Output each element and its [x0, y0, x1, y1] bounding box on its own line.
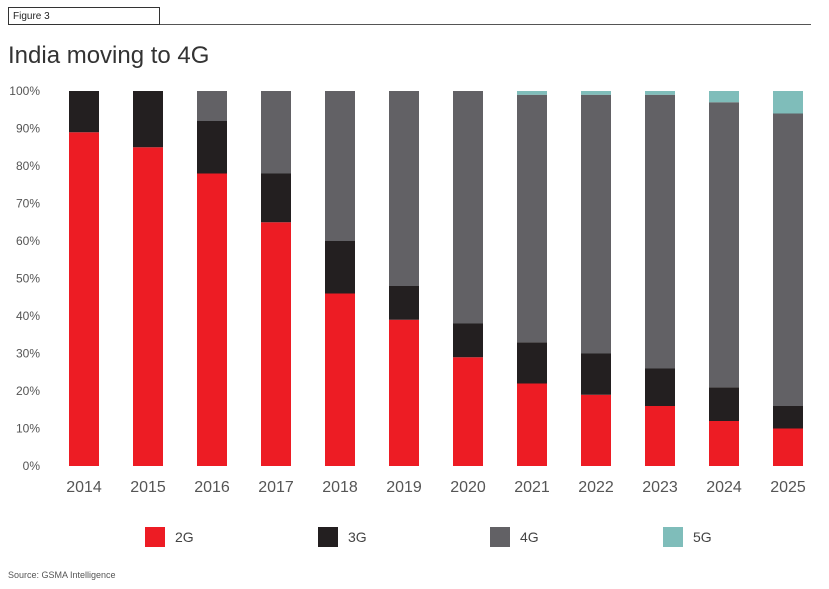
- bar-2g-2023: [645, 406, 675, 466]
- x-tick-label: 2019: [386, 479, 422, 496]
- bar-2g-2015: [133, 147, 163, 466]
- x-tick-label: 2015: [130, 479, 166, 496]
- x-tick-label: 2025: [770, 479, 806, 496]
- x-tick-label: 2014: [66, 479, 102, 496]
- bar-3g-2019: [389, 286, 419, 320]
- legend-item-3g: 3G: [318, 526, 367, 548]
- legend-label: 5G: [693, 529, 712, 545]
- bar-4g-2020: [453, 91, 483, 324]
- bar-2g-2021: [517, 383, 547, 466]
- bar-3g-2016: [197, 121, 227, 174]
- bar-5g-2024: [709, 91, 739, 103]
- y-tick-label: 10%: [16, 422, 40, 436]
- bar-3g-2020: [453, 323, 483, 358]
- bar-4g-2016: [197, 91, 227, 121]
- bar-3g-2025: [773, 406, 803, 429]
- x-tick-label: 2022: [578, 479, 614, 496]
- y-tick-label: 50%: [16, 272, 40, 286]
- bar-5g-2022: [581, 91, 611, 95]
- figure-rule: [160, 24, 811, 25]
- bar-2g-2020: [453, 357, 483, 466]
- legend-label: 2G: [175, 529, 194, 545]
- x-tick-label: 2020: [450, 479, 486, 496]
- bar-4g-2021: [517, 94, 547, 343]
- legend-swatch-4g: [490, 527, 510, 547]
- y-tick-label: 80%: [16, 159, 40, 173]
- y-tick-label: 70%: [16, 197, 40, 211]
- legend: 2G 3G 4G 5G: [0, 526, 829, 548]
- bar-4g-2017: [261, 91, 291, 174]
- y-tick-label: 100%: [9, 84, 40, 98]
- bars: [69, 91, 803, 466]
- figure-label: Figure 3: [8, 7, 160, 25]
- x-tick-label: 2018: [322, 479, 358, 496]
- legend-label: 4G: [520, 529, 539, 545]
- bar-2g-2025: [773, 428, 803, 466]
- legend-item-5g: 5G: [663, 526, 712, 548]
- bar-5g-2021: [517, 91, 547, 95]
- x-tick-label: 2023: [642, 479, 678, 496]
- legend-swatch-2g: [145, 527, 165, 547]
- bar-4g-2023: [645, 94, 675, 369]
- bar-3g-2022: [581, 353, 611, 395]
- bar-2g-2016: [197, 173, 227, 466]
- bar-3g-2014: [69, 91, 99, 133]
- bar-3g-2015: [133, 91, 163, 148]
- bar-3g-2024: [709, 387, 739, 421]
- y-tick-label: 30%: [16, 347, 40, 361]
- legend-item-4g: 4G: [490, 526, 539, 548]
- y-tick-label: 20%: [16, 384, 40, 398]
- bar-2g-2019: [389, 319, 419, 466]
- x-axis: 2014 2015 2016 2017 2018 2019 2020 2021 2022 2023…: [66, 479, 806, 496]
- bar-5g-2023: [645, 91, 675, 95]
- bar-4g-2025: [773, 113, 803, 406]
- bar-4g-2024: [709, 102, 739, 388]
- y-tick-label: 90%: [16, 122, 40, 136]
- legend-item-2g: 2G: [145, 526, 194, 548]
- legend-swatch-5g: [663, 527, 683, 547]
- legend-label: 3G: [348, 529, 367, 545]
- bar-2g-2024: [709, 421, 739, 466]
- y-tick-label: 0%: [23, 459, 41, 473]
- bar-3g-2018: [325, 241, 355, 294]
- x-tick-label: 2017: [258, 479, 294, 496]
- y-tick-label: 40%: [16, 309, 40, 323]
- bar-3g-2021: [517, 342, 547, 384]
- bar-2g-2022: [581, 394, 611, 466]
- x-tick-label: 2016: [194, 479, 230, 496]
- stacked-bar-chart: 0%10%20%30%40%50%60%70%80%90%100% 2014 20…: [9, 84, 806, 496]
- x-tick-label: 2021: [514, 479, 550, 496]
- bar-4g-2018: [325, 91, 355, 241]
- bar-3g-2023: [645, 368, 675, 406]
- bar-5g-2025: [773, 91, 803, 114]
- bar-2g-2018: [325, 293, 355, 466]
- y-tick-label: 60%: [16, 234, 40, 248]
- x-tick-label: 2024: [706, 479, 742, 496]
- chart-title: India moving to 4G: [8, 42, 210, 69]
- bar-4g-2019: [389, 91, 419, 286]
- bar-3g-2017: [261, 173, 291, 223]
- bar-4g-2022: [581, 94, 611, 354]
- bar-2g-2014: [69, 132, 99, 466]
- bar-2g-2017: [261, 222, 291, 466]
- source-note: Source: GSMA Intelligence: [8, 570, 116, 580]
- y-axis: 0% 10% 20% 30% 40% 50% 60% 70% 80% 90% 100%: [9, 84, 40, 473]
- legend-swatch-3g: [318, 527, 338, 547]
